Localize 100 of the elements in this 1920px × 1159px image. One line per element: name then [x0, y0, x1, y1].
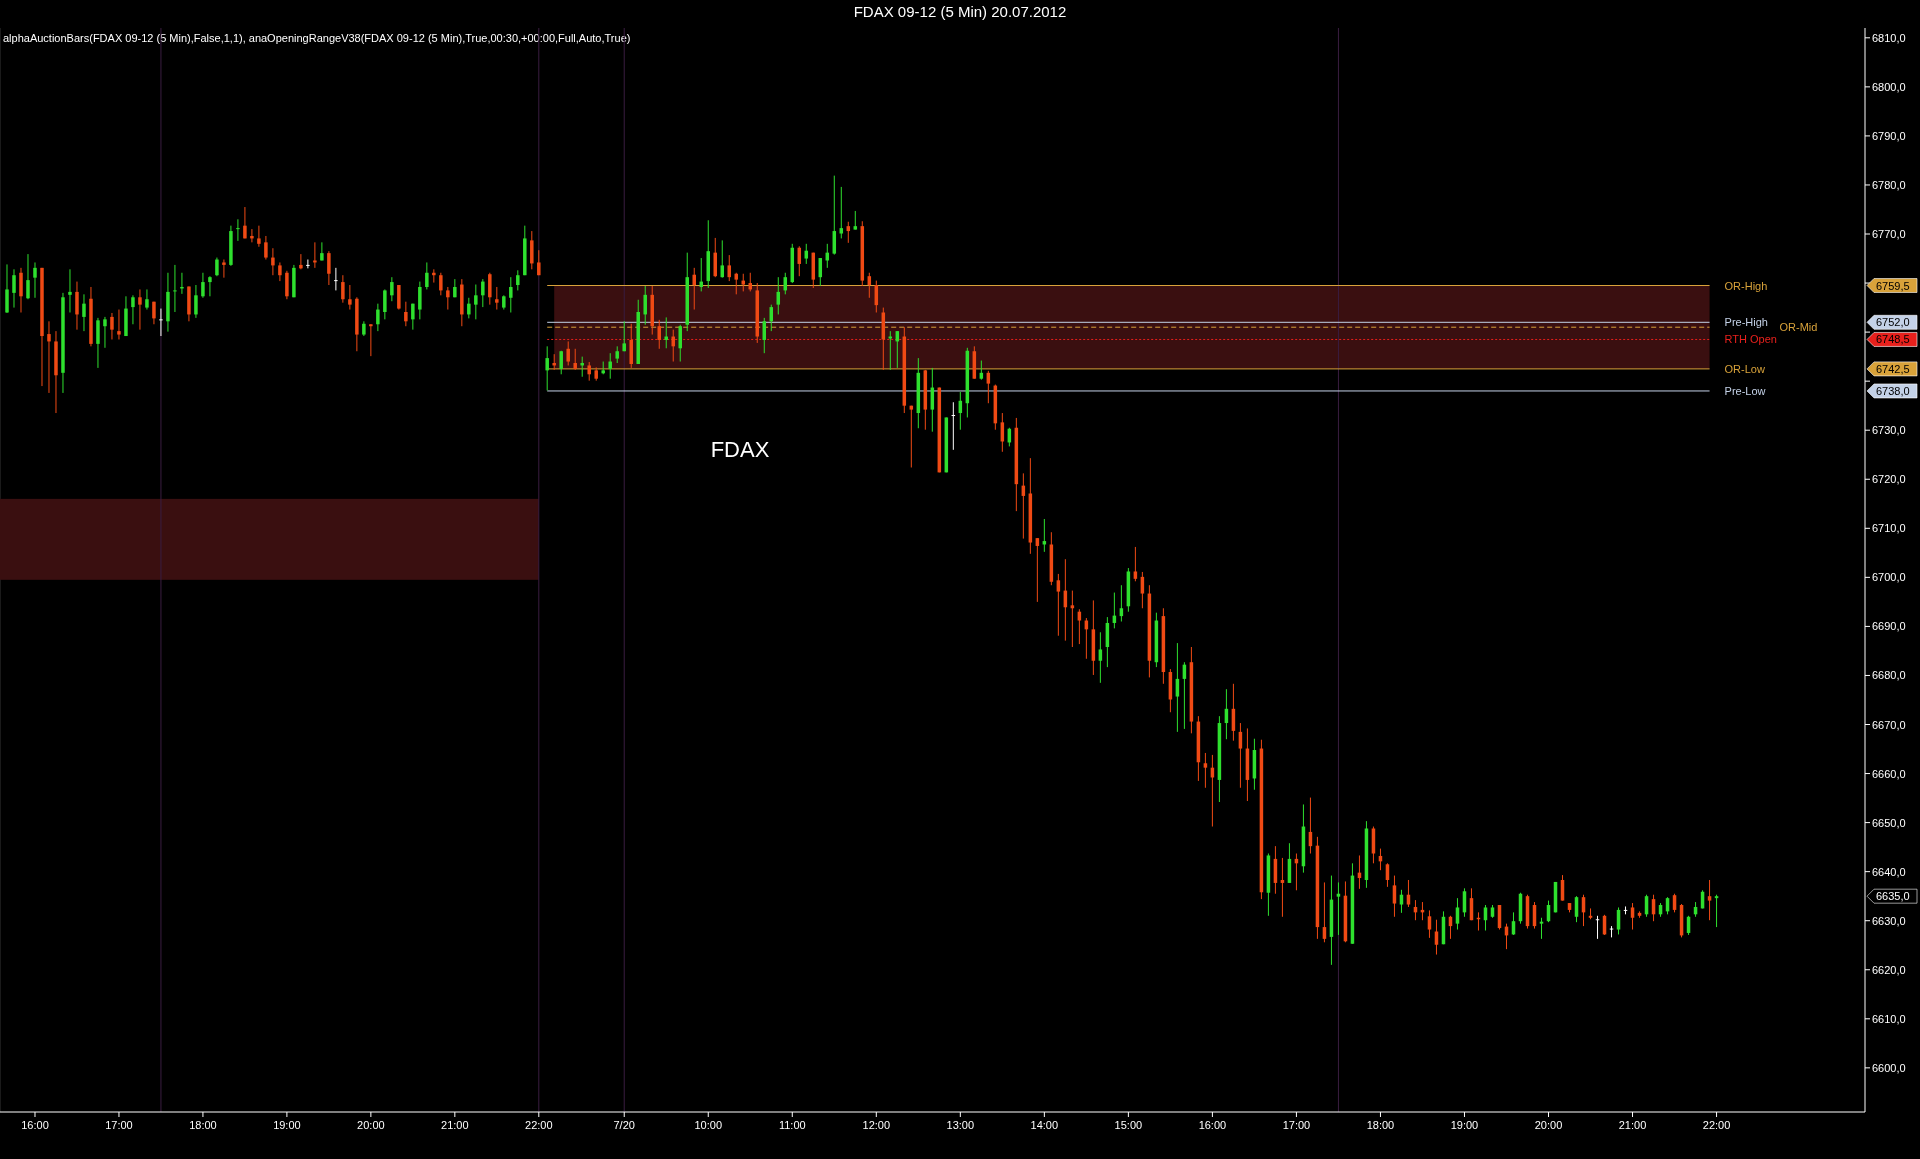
text: 6635,0: [1876, 890, 1910, 903]
candlestick: [481, 278, 485, 308]
candlestick: [1203, 752, 1208, 789]
candlestick: [566, 340, 570, 366]
x-tick-label: 16:00: [1198, 1119, 1227, 1131]
candlestick: [1133, 546, 1138, 582]
chart-subtitle: alphaAuctionBars(FDAX 09-12 (5 Min),False,1,1), anaOpeningRangeV38(FDAX 09-12 (5 Min),True,00:30,+00:00,Full,Auto,True): [3, 32, 631, 44]
candlestick: [75, 281, 79, 331]
candlestick: [26, 253, 30, 300]
candlestick: [1056, 573, 1061, 637]
candlestick: [411, 303, 415, 331]
y-tick-label: 6630,0: [1872, 914, 1906, 927]
y-tick-label: 6700,0: [1872, 571, 1906, 584]
text: 6752,0: [1876, 316, 1910, 329]
y-tick-label: 6710,0: [1872, 522, 1906, 535]
candlestick: [285, 270, 289, 300]
x-tick-label: 7/20: [613, 1119, 635, 1131]
candlestick: [327, 250, 331, 286]
x-tick-label: 12:00: [862, 1119, 891, 1131]
candlestick: [495, 286, 499, 311]
candlestick: [47, 320, 51, 394]
x-tick-label: 13:00: [946, 1119, 975, 1131]
text: 6759,5: [1876, 279, 1910, 292]
candlestick: [173, 264, 177, 313]
x-tick-label: 22:00: [525, 1119, 553, 1131]
x-tick-label: 21:00: [441, 1119, 469, 1131]
candlestick: [271, 247, 275, 276]
x-tick-label: 20:00: [357, 1119, 385, 1131]
x-tick-label: 16:00: [21, 1119, 49, 1131]
candlestick: [671, 329, 675, 363]
candlestick: [33, 261, 37, 299]
candlestick: [1098, 631, 1103, 684]
candlestick: [474, 284, 478, 320]
candlestick: [208, 275, 212, 297]
ref-line-label: OR-Low: [1724, 362, 1765, 375]
ref-line-label: Pre-High: [1724, 316, 1768, 329]
candlestick: [243, 206, 247, 239]
candlestick: [1707, 879, 1712, 921]
candlestick: [1280, 857, 1285, 918]
candlestick: [383, 288, 387, 320]
y-tick-label: 6720,0: [1872, 473, 1906, 486]
candlestick: [348, 284, 352, 311]
x-tick-label: 10:00: [694, 1119, 723, 1131]
candlestick: [215, 257, 219, 277]
candlestick: [299, 253, 303, 270]
x-tick-label: 17:00: [1282, 1119, 1311, 1131]
candlestick: [369, 323, 373, 357]
x-tick-label: 18:00: [189, 1119, 217, 1131]
candlestick: [573, 348, 577, 371]
candlestick: [692, 267, 696, 311]
candlestick: [418, 281, 422, 320]
y-tick-label: 6620,0: [1872, 963, 1906, 976]
candlestick: [643, 285, 647, 326]
x-tick-label: 22:00: [1702, 1119, 1731, 1131]
y-tick-label: 6690,0: [1872, 620, 1906, 633]
x-tick-label: 21:00: [1618, 1119, 1647, 1131]
candlestick: [509, 276, 513, 313]
candlestick: [839, 186, 844, 239]
candlestick: [1336, 881, 1341, 936]
y-tick-label: 6680,0: [1872, 669, 1906, 682]
candlestick: [390, 276, 394, 302]
x-tick-label: 18:00: [1366, 1119, 1395, 1131]
y-tick-label: 6810,0: [1872, 31, 1906, 44]
candlestick: [159, 308, 163, 337]
ref-line-label: OR-High: [1724, 279, 1768, 292]
candlestick: [699, 257, 703, 292]
text: 6748,5: [1876, 333, 1910, 346]
candlestick: [334, 267, 338, 291]
candlestick: [488, 272, 492, 306]
candlestick: [145, 288, 149, 311]
ref-line-label: RTH Open: [1724, 333, 1777, 346]
candlestick: [96, 317, 100, 369]
candlestick: [664, 316, 668, 349]
x-tick-label: 11:00: [778, 1119, 806, 1131]
y-tick-label: 6640,0: [1872, 865, 1906, 878]
candlestick: [103, 316, 107, 349]
chart-title: FDAX 09-12 (5 Min) 20.07.2012: [853, 3, 1067, 20]
y-tick-label: 6780,0: [1872, 178, 1906, 191]
y-tick-label: 6770,0: [1872, 228, 1906, 241]
x-tick-label: 19:00: [1450, 1119, 1479, 1131]
candlestick: [853, 210, 858, 231]
y-tick-label: 6650,0: [1872, 816, 1906, 829]
annotation: FDAX: [710, 437, 770, 462]
y-tick-label: 6670,0: [1872, 718, 1906, 731]
candlestick: [425, 261, 429, 290]
y-tick-label: 6660,0: [1872, 767, 1906, 780]
candlestick: [131, 294, 135, 325]
x-tick-label: 20:00: [1534, 1119, 1563, 1131]
candlestick: [1434, 919, 1439, 956]
candlestick: [19, 267, 23, 313]
candlestick: [12, 268, 16, 309]
candlestick: [194, 284, 198, 319]
x-tick-label: 15:00: [1114, 1119, 1143, 1131]
candlestick: [1427, 909, 1432, 939]
candlestick: [678, 324, 682, 363]
candlestick: [110, 312, 114, 340]
y-tick-label: 6610,0: [1872, 1012, 1906, 1025]
candlestick: [545, 345, 549, 391]
x-tick-label: 14:00: [1030, 1119, 1059, 1131]
candlestick: [537, 249, 541, 276]
